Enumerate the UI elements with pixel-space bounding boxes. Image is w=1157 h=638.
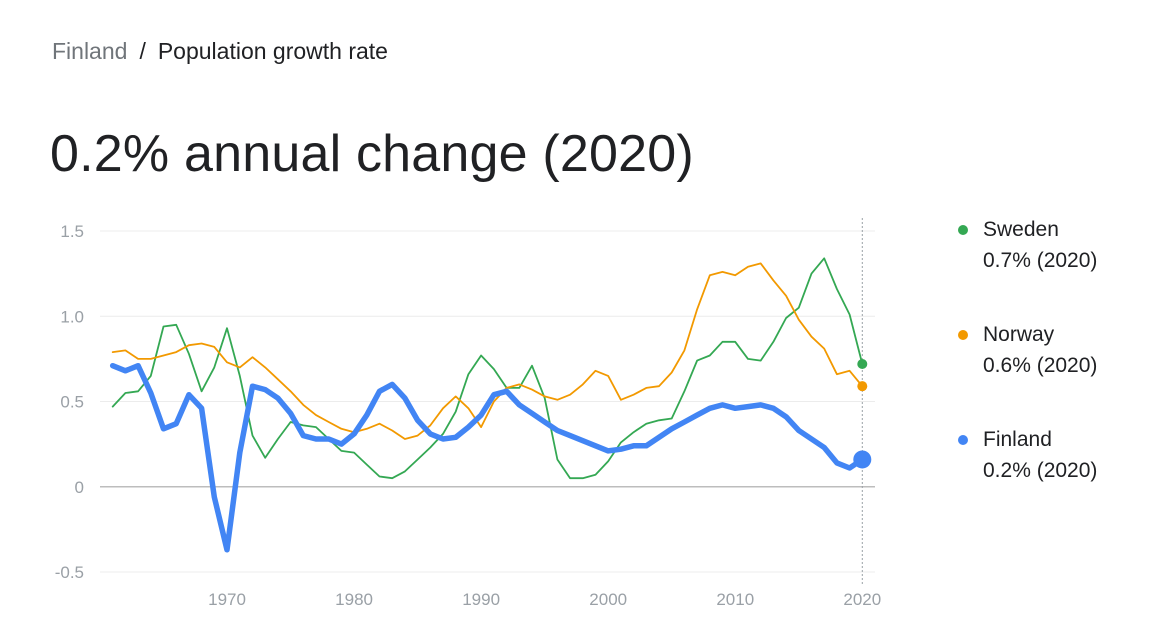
breadcrumb-separator: /	[139, 38, 146, 64]
x-tick-label: 1980	[335, 590, 373, 609]
breadcrumb: Finland / Population growth rate	[52, 38, 388, 65]
series-line-norway	[111, 262, 864, 440]
series-line-sweden	[111, 257, 864, 480]
chart-legend: Sweden 0.7% (2020) Norway 0.6% (2020) Fi…	[958, 218, 1148, 533]
legend-dot-icon	[958, 225, 968, 235]
x-tick-label: 2010	[716, 590, 754, 609]
series-endpoint-finland	[853, 450, 872, 469]
y-tick-label: -0.5	[55, 563, 84, 582]
series-endpoint-sweden	[857, 358, 868, 369]
legend-series-value: 0.2% (2020)	[983, 459, 1098, 482]
legend-item-sweden[interactable]: Sweden 0.7% (2020)	[958, 218, 1148, 323]
legend-series-name: Finland	[983, 428, 1052, 451]
x-tick-label: 1970	[208, 590, 246, 609]
legend-item-finland[interactable]: Finland 0.2% (2020)	[958, 428, 1148, 533]
legend-series-name: Sweden	[983, 218, 1059, 241]
x-tick-label: 2020	[843, 590, 881, 609]
y-tick-label: 1.5	[60, 222, 84, 241]
breadcrumb-country-link[interactable]: Finland	[52, 38, 128, 64]
legend-series-name: Norway	[983, 323, 1055, 346]
x-tick-label: 2000	[589, 590, 627, 609]
legend-dot-icon	[958, 330, 968, 340]
legend-series-value: 0.6% (2020)	[983, 354, 1098, 377]
series-line-finland	[109, 362, 866, 553]
y-tick-label: 0.5	[60, 393, 84, 412]
y-tick-label: 1.0	[60, 307, 84, 326]
legend-dot-icon	[958, 435, 968, 445]
legend-series-value: 0.7% (2020)	[983, 249, 1098, 272]
headline-value: 0.2% annual change (2020)	[50, 125, 694, 183]
legend-item-norway[interactable]: Norway 0.6% (2020)	[958, 323, 1148, 428]
x-tick-label: 1990	[462, 590, 500, 609]
y-tick-label: 0	[75, 478, 84, 497]
breadcrumb-current-page: Population growth rate	[157, 38, 388, 64]
series-endpoint-norway	[857, 381, 868, 392]
